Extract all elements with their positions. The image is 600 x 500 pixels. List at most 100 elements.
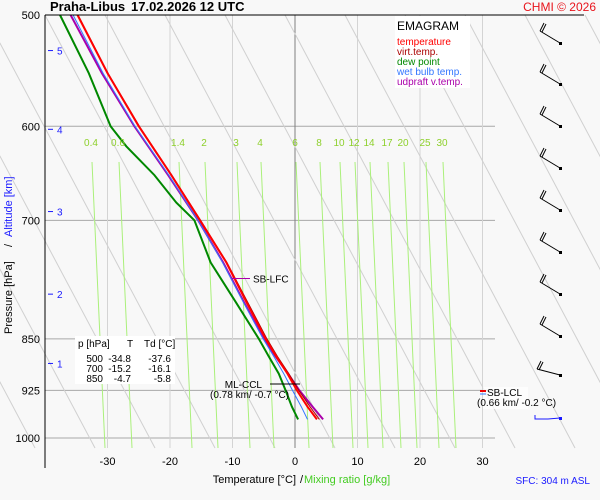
datetime-title: 17.02.2026 12 UTC (131, 0, 245, 14)
x-tick-label: -30 (100, 456, 116, 468)
mixing-ratio-line (236, 161, 251, 449)
sb-lfc-label: SB-LFC (253, 274, 289, 285)
altitude-tick-label: 2 (57, 290, 63, 301)
altitude-tick-label: 1 (57, 359, 63, 370)
mixing-ratio-line (339, 161, 354, 449)
legend-item: virt.temp. (397, 47, 438, 58)
mixing-ratio-line (369, 161, 384, 449)
dry-adiabat (524, 14, 600, 158)
barb-feather (541, 274, 547, 284)
sb-lcl-detail: (0.66 km/ -0.2 °C) (477, 398, 556, 409)
mixing-ratio-label: 1.4 (171, 138, 185, 149)
mixing-ratio-label: 25 (419, 138, 431, 149)
y-tick-label: 600 (22, 121, 40, 133)
series-wet-bulb-temp (72, 14, 308, 420)
table-cell: -5.8 (154, 374, 172, 385)
barb-station-dot (559, 251, 562, 254)
y-tick-label: 500 (22, 10, 40, 22)
barb-feather (541, 106, 547, 116)
surface-barb-staff (534, 415, 561, 420)
legend-item: udpraft v.temp. (397, 77, 463, 88)
legend-item: temperature (397, 37, 451, 48)
mixing-ratio-label: 20 (397, 138, 409, 149)
level-table: p [hPa] T Td [°C] 500 -34.8 -37.6 700 -15.2 -16.… (78, 339, 175, 385)
barb-station-dot (559, 209, 562, 212)
barb-feather (538, 361, 544, 371)
mixing-ratio-label: 2 (201, 138, 207, 149)
mixing-ratio-label: 0.4 (84, 138, 98, 149)
barb-feather (539, 315, 545, 325)
mixing-ratio-label: 6 (292, 138, 298, 149)
sb-lcl-box (483, 387, 528, 409)
table-cell: -37.6 (148, 354, 171, 365)
barb-feather (539, 189, 545, 199)
x-tick-label: 20 (414, 456, 426, 468)
table-cell: 850 (86, 374, 103, 385)
table-header: p [hPa] (78, 339, 110, 350)
copyright: CHMI © 2026 (523, 0, 596, 14)
altitude-ticks: 1 2 3 4 5 (48, 47, 63, 370)
x-tick-label: 10 (351, 456, 363, 468)
barb-station-dot (559, 167, 562, 170)
barb-station-dot (559, 374, 562, 377)
mixing-ratio-label: 10 (333, 138, 345, 149)
mixing-ratio-label: 3 (233, 138, 239, 149)
table-box (75, 336, 175, 384)
barb-feather (541, 232, 547, 242)
mixing-ratio-line (442, 161, 457, 449)
barb-feather (539, 273, 545, 283)
mixing-ratio-line (425, 161, 440, 449)
barb-staff (539, 71, 561, 85)
mixing-ratio-label: 0.6 (111, 138, 125, 149)
altitude-tick-label: 3 (57, 208, 63, 219)
barb-station-dot (559, 42, 562, 45)
y-axis-separator: / (3, 243, 15, 247)
wind-barb (539, 315, 562, 338)
x-tick-label: 30 (476, 456, 488, 468)
mixing-ratio-line (178, 161, 193, 449)
annotations: SB-LFC ML-CCL(0.78 km/ -0.7 °C) SB-LCL(0.6… (210, 274, 556, 409)
table-cell: -4.7 (114, 374, 132, 385)
series-temperature (76, 14, 318, 420)
mixing-ratio-line (91, 161, 106, 449)
barb-feather (541, 190, 547, 200)
mixing-ratio-label: 30 (436, 138, 448, 149)
barb-staff (539, 281, 561, 295)
mixing-ratio-lines (91, 161, 457, 449)
mixing-ratio-label: 8 (316, 138, 322, 149)
mixing-ratio-labels: 0.4 0.6 1.4 2 3 4 6 8 10 12 14 17 20 25 30 (84, 138, 448, 149)
legend-box (395, 16, 470, 88)
barb-staff (539, 197, 561, 211)
station-title: Praha-Libus (50, 0, 125, 14)
wind-barb (539, 63, 562, 86)
mixing-ratio-line (403, 161, 418, 449)
barb-feather (539, 231, 545, 241)
x-axis-separator: / (300, 474, 304, 486)
dry-adiabat (0, 268, 96, 449)
surface-wind-barb (534, 415, 562, 420)
legend-title: EMAGRAM (397, 19, 459, 33)
dry-adiabat (224, 14, 456, 449)
wind-barb (539, 273, 562, 296)
y-axis-label-2: Altitude [km] (3, 176, 15, 237)
barb-staff (539, 155, 561, 169)
dry-adiabat (164, 14, 396, 449)
x-tick-label: -20 (162, 456, 178, 468)
y-tick-label: 1000 (16, 433, 40, 445)
sb-lcl-label: SB-LCL (487, 388, 522, 399)
y-tick-label: 700 (22, 215, 40, 227)
barb-feather (541, 64, 547, 74)
dry-adiabat (464, 14, 600, 271)
table-cell: -34.8 (108, 354, 131, 365)
dry-adiabat (284, 14, 516, 449)
barb-feather (539, 147, 545, 157)
mixing-ratio-line (319, 161, 334, 449)
table-cell: -16.1 (148, 364, 171, 375)
x-axis-label: Temperature [°C] (213, 474, 296, 486)
barb-feather (539, 63, 545, 73)
ml-ccl-label: ML-CCL (225, 380, 263, 391)
dry-adiabat (584, 14, 600, 45)
barb-feather (536, 360, 542, 370)
legend-item: dew point (397, 57, 440, 68)
